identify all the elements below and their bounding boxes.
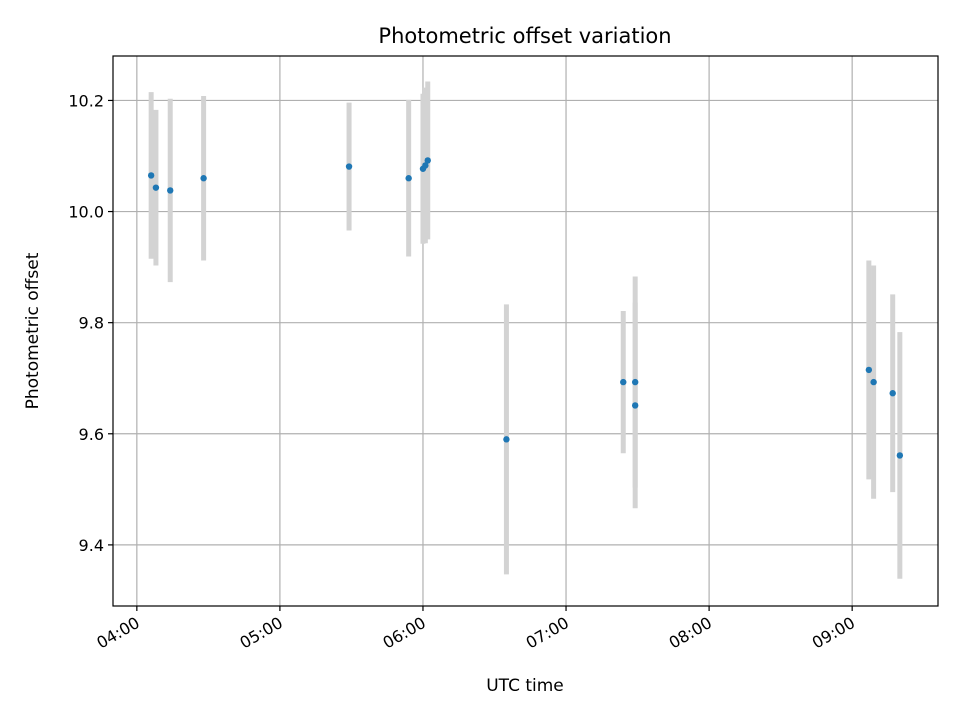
- x-axis-label: UTC time: [486, 676, 564, 696]
- data-point: [200, 175, 207, 182]
- data-point: [631, 378, 639, 386]
- data-point: [865, 366, 873, 374]
- data-point: [345, 163, 353, 170]
- data-point: [889, 390, 896, 397]
- data-point: [422, 162, 429, 169]
- y-tick-label: 9.8: [79, 314, 104, 333]
- y-tick-label: 10.2: [68, 91, 104, 110]
- data-point: [620, 378, 627, 386]
- data-points: [147, 157, 904, 459]
- y-tick-label: 9.6: [79, 425, 104, 444]
- y-tick-label: 10.0: [68, 203, 104, 222]
- plot-area-frame: [112, 55, 939, 607]
- data-point: [631, 402, 639, 409]
- data-point: [147, 172, 155, 179]
- y-axis-label: Photometric offset: [23, 252, 43, 409]
- data-point: [424, 157, 431, 164]
- data-point: [503, 436, 510, 443]
- y-tick-label: 9.4: [79, 536, 104, 555]
- data-point: [405, 175, 412, 182]
- data-point: [870, 378, 877, 386]
- data-point: [167, 187, 174, 194]
- chart-title: Photometric offset variation: [378, 24, 671, 48]
- data-point: [896, 452, 904, 459]
- data-point: [152, 184, 160, 191]
